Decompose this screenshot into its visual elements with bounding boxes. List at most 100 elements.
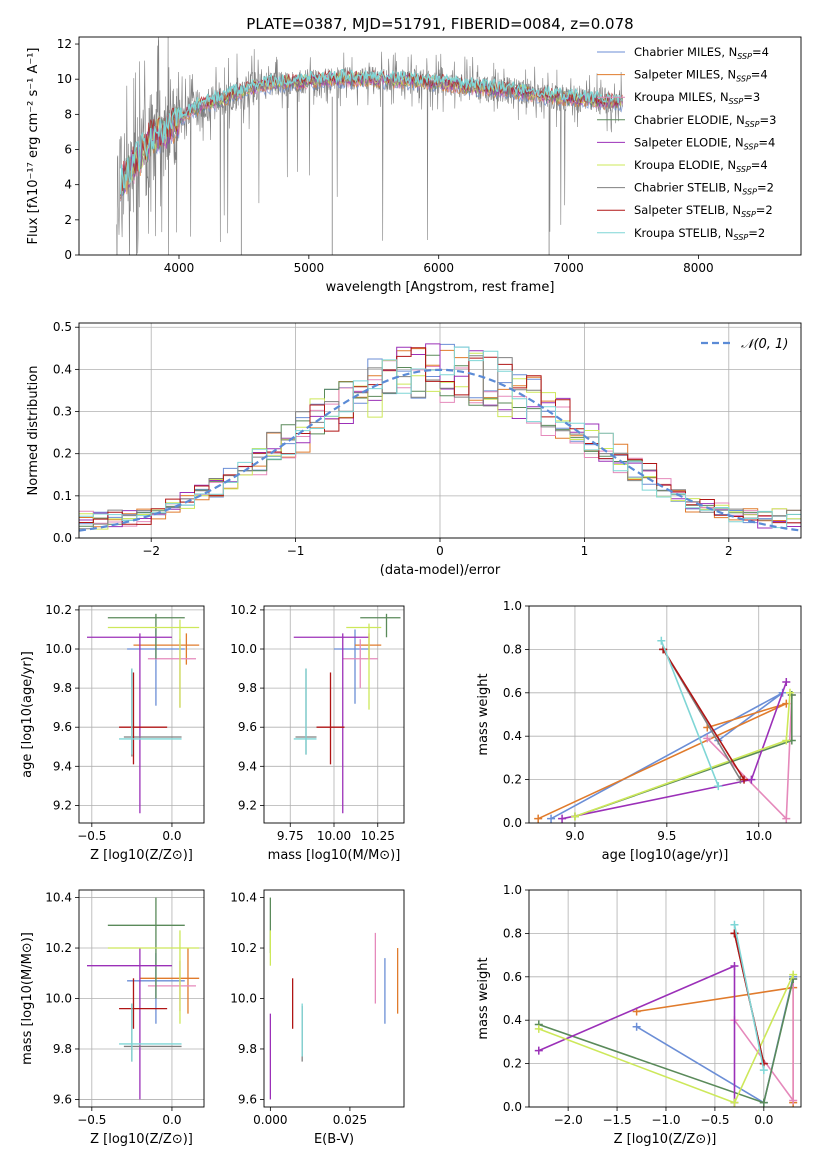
axes-frame xyxy=(528,889,802,1108)
plot-area xyxy=(87,613,200,814)
legend-text: Kroupa MILES, N xyxy=(634,90,729,104)
ticks: −2 −1 0 1 2 0.0 0.1 0.2 0.3 0.4 0.5 xyxy=(53,320,733,558)
x-tick-label: −1.0 xyxy=(651,1113,680,1127)
legend-subscript: SSP xyxy=(744,142,759,151)
weight-marker xyxy=(730,961,739,970)
legend-subscript: SSP xyxy=(742,188,757,197)
x-tick-label: 0 xyxy=(436,544,444,558)
weight-marker xyxy=(747,775,756,784)
observed-spectrum-line xyxy=(116,37,624,255)
legend-label: Salpeter ELODIE, NSSP=4 xyxy=(634,135,775,151)
y-tick-label: 10.4 xyxy=(230,891,257,905)
weight-marker xyxy=(632,1022,641,1031)
y-tick-label: 0.4 xyxy=(503,1013,522,1027)
y-tick-label: 9.6 xyxy=(53,720,72,734)
weight-marker xyxy=(782,736,791,745)
axes-frame xyxy=(78,322,802,539)
x-tick-label: 0.000 xyxy=(253,1113,287,1127)
axes-frame xyxy=(78,889,205,1108)
plot-area xyxy=(87,897,200,1100)
axes-frame xyxy=(78,605,205,824)
legend-tail: =3 xyxy=(760,113,777,127)
weight-marker xyxy=(547,814,556,823)
weight-marker xyxy=(657,636,666,645)
y-tick-label: 9.8 xyxy=(53,681,72,695)
y-tick-label: 10 xyxy=(57,72,72,86)
y-tick-label: 10.2 xyxy=(230,941,257,955)
x-tick-label: 6000 xyxy=(423,261,454,275)
model-spectrum-line xyxy=(120,69,623,195)
x-tick-label: 0.0 xyxy=(162,829,181,843)
legend-tail: =2 xyxy=(757,181,774,195)
weight-marker xyxy=(759,1098,768,1107)
y-tick-label: 6 xyxy=(64,143,72,157)
weight-marker xyxy=(785,688,794,697)
legend-tail: =4 xyxy=(758,135,775,149)
weight-line xyxy=(733,924,765,1071)
x-tick-label: −2 xyxy=(142,544,160,558)
y-tick-label: 10.2 xyxy=(45,941,72,955)
x-axis-label: wavelength [Angstrom, rest frame] xyxy=(326,280,555,295)
legend-text: Salpeter ELODIE, N xyxy=(634,135,744,149)
weight-marker xyxy=(782,677,791,686)
spectrum-axes: 4000 5000 6000 7000 8000 0 2 4 6 8 10 12 wavelength … xyxy=(26,36,802,295)
x-tick-label: 0.025 xyxy=(333,1113,367,1127)
ticks: −2.0 −1.5 −1.0 −0.5 0.0 0.0 0.2 0.4 0.6 0.8 1.0 xyxy=(503,883,773,1127)
y-tick-label: 0 xyxy=(64,248,72,262)
legend-tail: =4 xyxy=(752,45,769,59)
x-tick-label: 7000 xyxy=(553,261,584,275)
legend-subscript: SSP xyxy=(736,165,751,174)
y-tick-label: 0.0 xyxy=(503,816,522,830)
y-tick-label: 0.6 xyxy=(503,970,522,984)
y-tick-label: 0.6 xyxy=(503,686,522,700)
weight-marker xyxy=(714,782,723,791)
weight-marker xyxy=(570,812,579,821)
residual-axes: −2 −1 0 1 2 0.0 0.1 0.2 0.3 0.4 0.5 (data-model)/er… xyxy=(26,320,802,578)
weight-marker xyxy=(730,920,739,929)
ticks: 0.000 0.025 9.6 9.8 10.0 10.2 10.4 xyxy=(230,891,367,1127)
legend-subscript: SSP xyxy=(729,97,744,106)
legend-tail: =4 xyxy=(751,158,768,172)
legend-subscript: SSP xyxy=(745,120,760,129)
y-tick-label: 0.4 xyxy=(503,729,522,743)
mass-vs-ebv-axes: 0.000 0.025 9.6 9.8 10.0 10.2 10.4 E(B-V) xyxy=(230,889,405,1147)
x-axis-label: Z [log10(Z/Z⊙)] xyxy=(614,1132,717,1147)
weight-marker xyxy=(730,929,739,938)
legend-label: Salpeter STELIB, NSSP=2 xyxy=(634,203,773,219)
ticks: −0.5 0.0 9.6 9.8 10.0 10.2 10.4 xyxy=(45,891,181,1127)
weight-marker xyxy=(759,1066,768,1075)
y-axis-label: age [log10(age/yr)] xyxy=(20,651,35,778)
y-axis-label: mass weight xyxy=(476,957,491,1039)
x-tick-label: 8000 xyxy=(683,261,714,275)
legend-subscript: SSP xyxy=(734,233,749,242)
grid xyxy=(529,605,801,824)
axes-frame xyxy=(263,605,405,824)
y-tick-label: 10.0 xyxy=(45,992,72,1006)
y-tick-label: 9.4 xyxy=(238,759,257,773)
x-tick-label: −0.5 xyxy=(700,1113,729,1127)
weight-vs-z-axes: −2.0 −1.5 −1.0 −0.5 0.0 0.0 0.2 0.4 0.6 0.8 1.0 Z [… xyxy=(476,883,802,1147)
legend-label: Kroupa MILES, NSSP=3 xyxy=(634,90,760,106)
x-tick-label: −1.5 xyxy=(602,1113,631,1127)
y-axis-label: mass weight xyxy=(476,673,491,755)
weight-marker xyxy=(534,1046,543,1055)
figure-title: PLATE=0387, MJD=51791, FIBERID=0084, z=0… xyxy=(246,15,633,33)
age-vs-mass-axes: 9.75 10.00 10.25 9.2 9.4 9.6 9.8 10.0 10.2 mass [… xyxy=(230,603,405,863)
y-tick-label: 0.1 xyxy=(53,489,72,503)
legend-label: 𝒩(0, 1) xyxy=(741,337,788,352)
y-tick-label: 9.2 xyxy=(53,798,72,812)
ticks: 4000 5000 6000 7000 8000 0 2 4 6 8 10 12 xyxy=(57,37,714,275)
x-axis-label: E(B-V) xyxy=(314,1132,354,1147)
x-tick-label: 10.25 xyxy=(361,829,395,843)
legend-label: Salpeter MILES, NSSP=4 xyxy=(634,68,768,84)
x-tick-label: 1 xyxy=(581,544,589,558)
weight-line xyxy=(561,681,788,820)
legend-text: Salpeter MILES, N xyxy=(634,68,736,82)
model-spectrum-line xyxy=(120,70,623,197)
weight-marker xyxy=(782,814,791,823)
y-tick-label: 0.2 xyxy=(503,773,522,787)
weight-marker xyxy=(703,734,712,743)
y-tick-label: 9.4 xyxy=(53,759,72,773)
x-tick-label: 4000 xyxy=(164,261,195,275)
